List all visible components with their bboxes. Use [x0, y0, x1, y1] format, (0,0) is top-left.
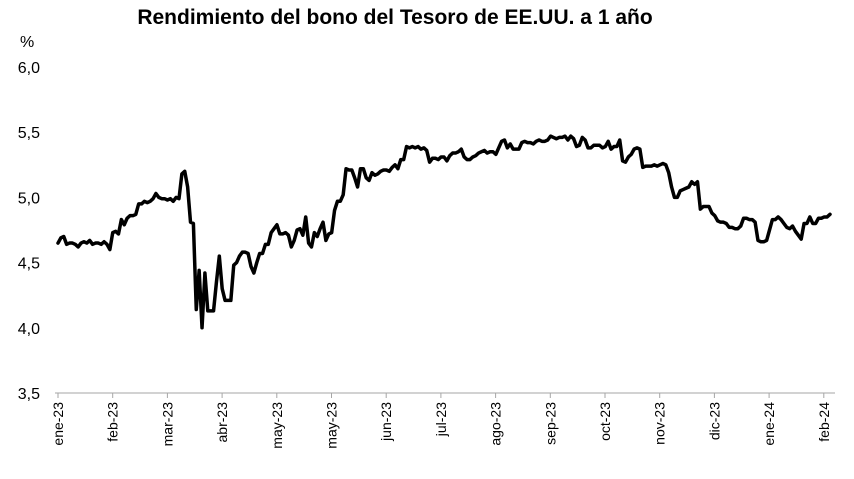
x-tick-label: may-23 [269, 402, 285, 449]
x-axis-ticks [57, 393, 825, 398]
x-tick-label: jul-23 [433, 402, 449, 437]
series-line [56, 134, 832, 330]
x-tick-label: jun-23 [378, 402, 394, 442]
x-tick-label: nov-23 [652, 402, 668, 445]
y-tick-label: 4,0 [18, 321, 40, 338]
y-tick-label: 3,5 [18, 386, 40, 403]
y-tick-label: 5,5 [18, 125, 40, 142]
x-tick-label: ago-23 [488, 402, 504, 446]
y-axis-tick-labels: 3,5 4,0 4,5 5,0 5,5 6,0 [18, 60, 40, 403]
x-tick-label: feb-24 [816, 402, 832, 442]
x-tick-label: sep-23 [542, 402, 558, 445]
x-tick-label: abr-23 [214, 402, 230, 443]
x-tick-label: feb-23 [105, 402, 121, 442]
x-tick-label: dic-23 [706, 402, 722, 440]
chart-title: Rendimiento del bono del Tesoro de EE.UU… [137, 6, 653, 29]
x-axis-tick-labels: ene-23 feb-23 mar-23 abr-23 may-23 may-23 jun-… [50, 402, 832, 449]
y-tick-label: 5,0 [18, 190, 40, 207]
y-axis-unit-label: % [20, 34, 35, 51]
x-tick-label: ene-23 [50, 402, 66, 446]
x-tick-label: may-23 [324, 402, 340, 449]
y-tick-label: 6,0 [18, 60, 40, 77]
x-tick-label: oct-23 [597, 402, 613, 441]
x-tick-label: mar-23 [159, 402, 175, 447]
x-tick-label: ene-24 [761, 402, 777, 446]
y-tick-label: 4,5 [18, 256, 40, 273]
